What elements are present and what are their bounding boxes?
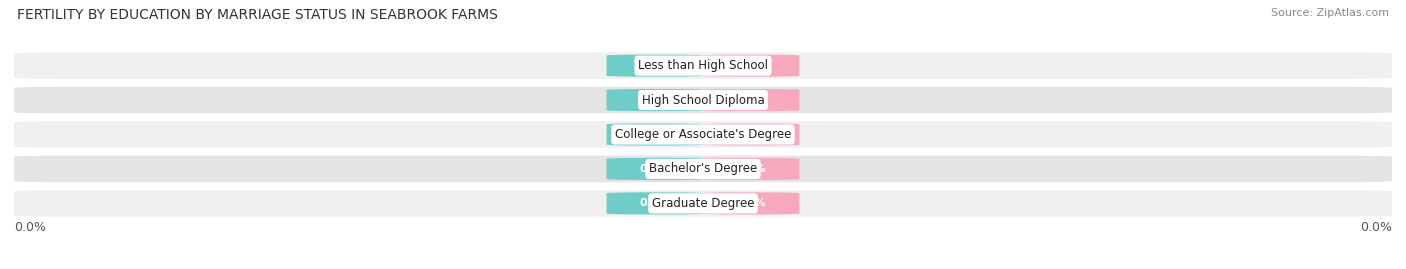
Text: 0.0%: 0.0% — [1360, 221, 1392, 233]
FancyBboxPatch shape — [606, 55, 703, 77]
Text: 0.0%: 0.0% — [640, 164, 671, 174]
Text: College or Associate's Degree: College or Associate's Degree — [614, 128, 792, 141]
FancyBboxPatch shape — [703, 192, 800, 214]
FancyBboxPatch shape — [606, 158, 703, 180]
Text: 0.0%: 0.0% — [640, 198, 671, 208]
FancyBboxPatch shape — [14, 156, 1392, 182]
Text: 0.0%: 0.0% — [735, 129, 766, 140]
FancyBboxPatch shape — [606, 123, 703, 146]
FancyBboxPatch shape — [703, 55, 800, 77]
Text: Source: ZipAtlas.com: Source: ZipAtlas.com — [1271, 8, 1389, 18]
FancyBboxPatch shape — [14, 52, 1392, 79]
FancyBboxPatch shape — [703, 158, 800, 180]
Text: High School Diploma: High School Diploma — [641, 94, 765, 107]
Text: FERTILITY BY EDUCATION BY MARRIAGE STATUS IN SEABROOK FARMS: FERTILITY BY EDUCATION BY MARRIAGE STATU… — [17, 8, 498, 22]
Text: 0.0%: 0.0% — [735, 164, 766, 174]
FancyBboxPatch shape — [606, 192, 703, 214]
Text: 0.0%: 0.0% — [735, 95, 766, 105]
Text: Graduate Degree: Graduate Degree — [652, 197, 754, 210]
FancyBboxPatch shape — [14, 87, 1392, 113]
Text: Less than High School: Less than High School — [638, 59, 768, 72]
Text: 0.0%: 0.0% — [640, 95, 671, 105]
Text: 0.0%: 0.0% — [735, 61, 766, 71]
FancyBboxPatch shape — [14, 121, 1392, 148]
FancyBboxPatch shape — [14, 190, 1392, 217]
Text: 0.0%: 0.0% — [14, 221, 46, 233]
FancyBboxPatch shape — [606, 89, 703, 111]
Text: Bachelor's Degree: Bachelor's Degree — [650, 162, 756, 175]
Text: 0.0%: 0.0% — [640, 61, 671, 71]
FancyBboxPatch shape — [703, 89, 800, 111]
Text: 0.0%: 0.0% — [735, 198, 766, 208]
Text: 0.0%: 0.0% — [640, 129, 671, 140]
FancyBboxPatch shape — [703, 123, 800, 146]
